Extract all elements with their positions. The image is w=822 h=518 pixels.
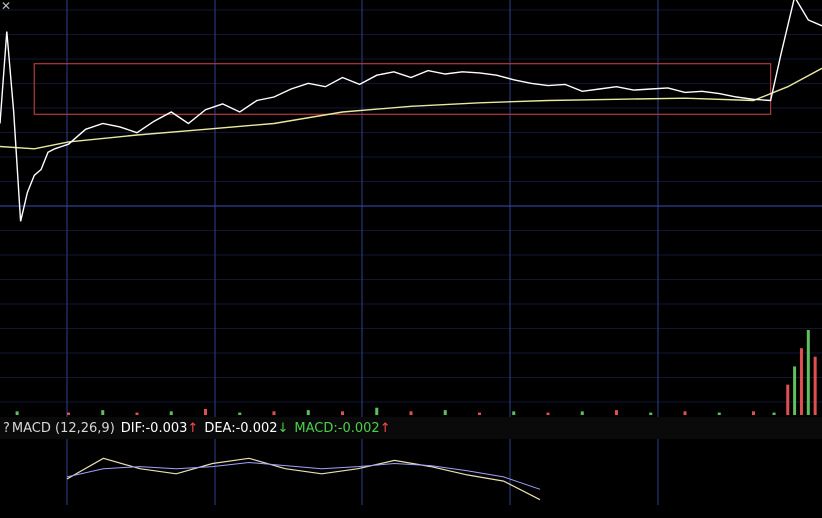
volume-bar: [683, 411, 687, 415]
volume-bar: [409, 411, 413, 415]
volume-bar: [813, 356, 817, 415]
volume-bar: [204, 408, 207, 415]
volume-bar: [546, 412, 550, 415]
volume-bar: [717, 412, 721, 415]
average-price-line: [0, 67, 822, 150]
close-icon[interactable]: ✕: [1, 0, 12, 13]
volume-bar: [135, 412, 139, 415]
volume-bar: [67, 412, 70, 415]
volume-bars: [15, 330, 817, 415]
macd-label: MACD:: [294, 420, 338, 436]
volume-bar: [238, 412, 242, 415]
macd-params: MACD (12,26,9): [11, 420, 115, 436]
volume-bar: [786, 384, 790, 415]
volume-bar: [793, 366, 797, 415]
dif-readout: DIF:-0.003↑: [121, 421, 199, 436]
dea-readout: DEA:-0.002↓: [204, 421, 288, 436]
help-button[interactable]: ?: [3, 420, 10, 436]
highlight-box: [33, 63, 772, 115]
volume-bar: [512, 411, 516, 415]
dif-label: DIF:: [120, 420, 146, 436]
volume-bar: [169, 411, 173, 415]
macd-dif-line: [66, 457, 541, 501]
dif-value: -0.003: [145, 420, 188, 436]
macd-readout: MACD:-0.002↑: [294, 421, 390, 436]
volume-bar: [272, 411, 276, 415]
volume-bar: [580, 411, 584, 415]
macd-value: -0.002: [337, 420, 380, 436]
volume-bar: [615, 410, 618, 415]
volume-bar: [443, 410, 447, 415]
macd-indicator-bar: ? MACD (12,26,9) DIF:-0.003↑ DEA:-0.002↓…: [0, 417, 822, 439]
dif-arrow: ↑: [187, 420, 199, 436]
macd-dea-line: [66, 461, 541, 490]
volume-bar: [772, 412, 776, 415]
macd-arrow: ↑: [379, 420, 391, 436]
volume-bar: [799, 348, 803, 415]
volume-bar: [752, 411, 755, 415]
dea-value: -0.002: [235, 420, 278, 436]
volume-bar: [806, 330, 810, 415]
volume-bar: [478, 412, 481, 415]
volume-bar: [375, 407, 379, 415]
volume-bar: [649, 412, 653, 415]
dea-arrow: ↓: [277, 420, 289, 436]
volume-bar: [306, 410, 310, 415]
volume-bar: [101, 410, 105, 415]
dea-label: DEA:: [204, 420, 236, 436]
volume-bar: [341, 411, 344, 415]
price-line: [0, 0, 822, 222]
volume-bar: [15, 411, 19, 415]
